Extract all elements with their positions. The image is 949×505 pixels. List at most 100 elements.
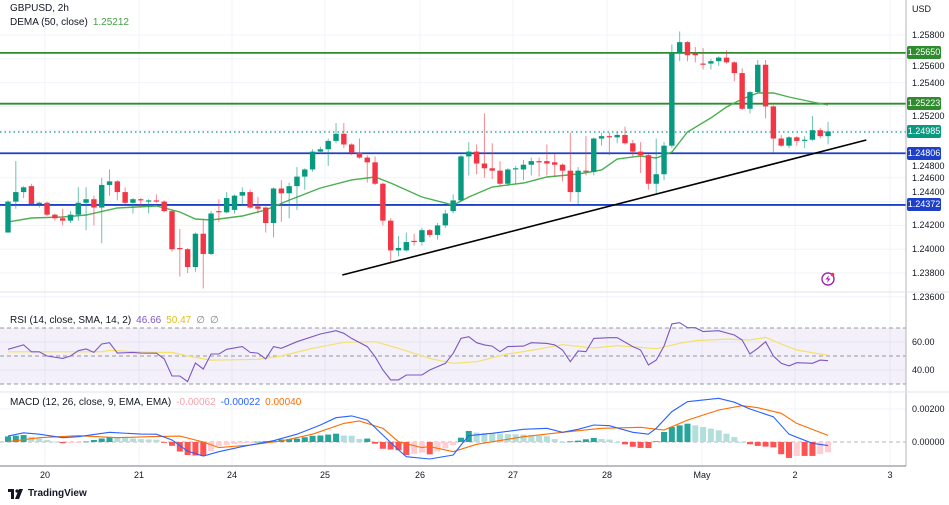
macd-histogram-bar (231, 442, 238, 445)
macd-histogram-bar (20, 435, 27, 442)
macd-histogram-bar (153, 439, 160, 442)
macd-histogram-bar (442, 442, 449, 449)
macd-histogram-bar (75, 442, 82, 443)
price-level-badge[interactable]: 1.24985 (907, 125, 941, 139)
candle-body (145, 200, 152, 202)
macd-legend[interactable]: MACD (12, 26, close, 9, EMA, EMA) -0.0006… (10, 397, 306, 408)
candle-body (528, 161, 534, 165)
candle (466, 142, 472, 176)
candle-body (44, 202, 50, 215)
candle-body (786, 137, 792, 146)
candle-body (67, 214, 74, 221)
symbol-title: GBPUSD, 2h (10, 3, 69, 14)
candle-body (153, 200, 160, 202)
macd-histogram-bar (176, 442, 183, 452)
candle-body (606, 136, 613, 138)
candle-body (364, 157, 370, 163)
macd-histogram-bar (778, 442, 785, 455)
candle-body (247, 192, 253, 208)
candle-body (536, 161, 542, 163)
candle-body (223, 198, 230, 213)
time-label: 20 (39, 470, 51, 480)
candle-body (130, 199, 136, 203)
candle (325, 138, 331, 166)
candle (75, 187, 81, 221)
candle-body (700, 63, 706, 65)
candle-body (637, 151, 644, 156)
macd-histogram-bar (621, 442, 628, 445)
macd-histogram-bar (270, 440, 277, 442)
candle-body (684, 42, 691, 56)
time-label: 27 (507, 470, 519, 480)
candle-body (348, 144, 355, 153)
candle-body (427, 230, 433, 235)
macd-histogram-bar (606, 439, 613, 442)
candle-body (716, 57, 722, 62)
candle (567, 132, 574, 202)
macd-histogram-bar (707, 428, 714, 442)
macd-histogram-bar (809, 442, 816, 456)
candle (419, 227, 425, 246)
candle (208, 211, 214, 256)
rsi-ma-value: 50.47 (166, 315, 192, 326)
rsi-legend[interactable]: RSI (14, close, SMA, 14, 2) 46.66 50.47 ∅ ∅ (10, 315, 224, 326)
candle-body (52, 214, 58, 219)
candle (263, 206, 269, 233)
candle-body (747, 92, 753, 109)
candle (825, 121, 831, 145)
candle-body (567, 170, 574, 193)
macd-histogram-bar (543, 436, 550, 442)
candle-body (75, 202, 81, 215)
candle-body (419, 230, 425, 243)
price-level-badge[interactable]: 1.24372 (907, 198, 941, 212)
candle (177, 228, 183, 277)
currency-label: USD (912, 4, 932, 14)
alert-lightning-icon[interactable] (821, 272, 835, 286)
macd-histogram-bar (5, 436, 11, 442)
tradingview-logo[interactable]: TradingView (8, 488, 87, 499)
candle (122, 187, 128, 204)
macd-histogram-bar (106, 436, 113, 442)
candle-body (559, 164, 566, 171)
macd-histogram-bar (90, 439, 97, 442)
candle-body (630, 143, 636, 152)
candle (294, 167, 300, 210)
candle-body (317, 149, 324, 152)
candle-body (138, 199, 144, 201)
candle-body (122, 192, 128, 203)
candle (669, 44, 675, 149)
time-label: 21 (133, 470, 145, 480)
macd-histogram-bar (356, 438, 363, 442)
candle-body (825, 131, 831, 137)
price-tick: 1.23600 (912, 291, 945, 302)
horizontal-levels[interactable] (0, 51, 906, 206)
candle-body (770, 106, 777, 139)
macd-histogram-bar (83, 441, 90, 443)
candle-body (372, 162, 378, 184)
macd-value: -0.00022 (220, 397, 261, 408)
macd-lines (5, 397, 832, 460)
candle (387, 218, 394, 264)
symbol-legend[interactable]: GBPUSD, 2h (10, 3, 74, 14)
candle (161, 200, 167, 213)
dema-legend[interactable]: DEMA (50, close) 1.25212 (10, 17, 134, 28)
trendline[interactable] (342, 139, 867, 276)
macd-histogram-bar (51, 441, 58, 443)
macd-histogram-bar (481, 433, 488, 442)
candle-body (731, 62, 738, 74)
candle (450, 194, 456, 214)
macd-histogram-bar (653, 441, 660, 443)
price-level-badge[interactable]: 1.25223 (907, 97, 941, 111)
candle-body (676, 42, 683, 53)
price-level-badge[interactable]: 1.25650 (907, 46, 941, 60)
price-tick: 1.24200 (912, 220, 945, 231)
price-level-badge[interactable]: 1.24806 (907, 146, 941, 160)
macd-histogram-bar (692, 425, 699, 442)
candle (153, 194, 160, 203)
candle (184, 248, 191, 273)
candle-body (106, 181, 113, 185)
candle-body (403, 242, 410, 251)
candle-body (723, 57, 730, 63)
candle-body (83, 199, 89, 203)
